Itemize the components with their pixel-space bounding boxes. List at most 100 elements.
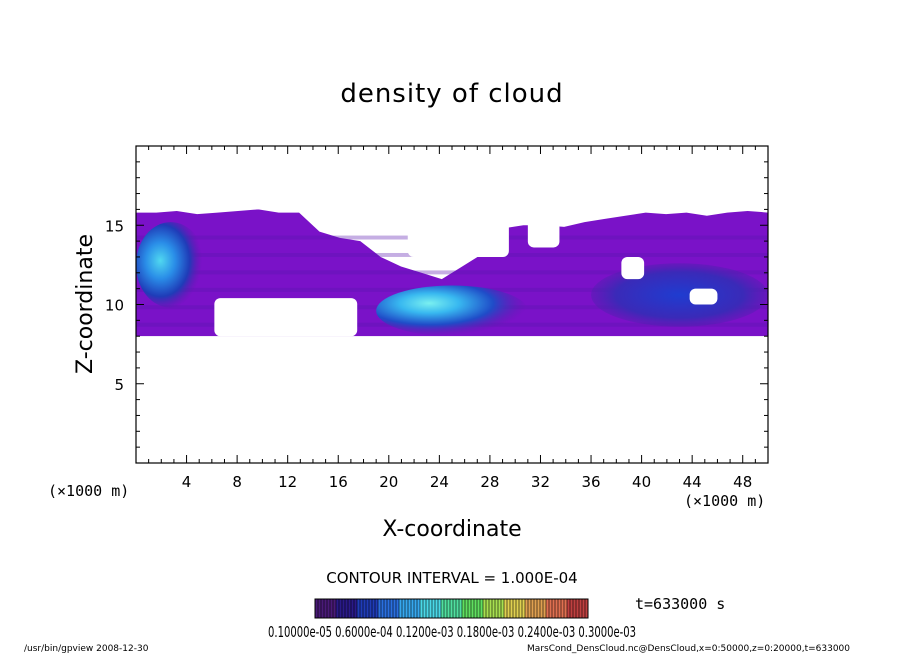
colorbar-swatch xyxy=(429,599,432,618)
colorbar-swatch xyxy=(579,599,582,618)
colorbar-swatch xyxy=(585,599,588,618)
colorbar-swatch xyxy=(447,599,450,618)
colorbar-swatch xyxy=(324,599,327,618)
cloud-free-region xyxy=(407,209,509,257)
chart-title: density of cloud xyxy=(340,79,563,109)
colorbar-swatch xyxy=(318,599,321,618)
colorbar-swatch xyxy=(345,599,348,618)
x-tick-label: 16 xyxy=(329,473,348,491)
colorbar-swatch xyxy=(528,599,531,618)
x-tick-label: 8 xyxy=(232,473,242,491)
colorbar-swatch xyxy=(471,599,474,618)
colorbar-swatch xyxy=(492,599,495,618)
cloud-core xyxy=(591,263,768,327)
x-tick-label: 44 xyxy=(683,473,702,491)
colorbar-swatch xyxy=(465,599,468,618)
colorbar-swatch xyxy=(576,599,579,618)
colorbar-swatch xyxy=(573,599,576,618)
x-tick-label: 24 xyxy=(430,473,449,491)
cloud-free-region xyxy=(621,256,645,280)
colorbar-swatch xyxy=(561,599,564,618)
colorbar-swatch xyxy=(450,599,453,618)
colorbar-swatch xyxy=(384,599,387,618)
contour-interval-label: CONTOUR INTERVAL = 1.000E-04 xyxy=(326,569,577,587)
colorbar-swatch xyxy=(327,599,330,618)
colorbar-swatch xyxy=(483,599,486,618)
footer-right: MarsCond_DensCloud.nc@DensCloud,x=0:5000… xyxy=(527,644,850,654)
cloud-field xyxy=(136,146,768,463)
colorbar xyxy=(314,599,588,618)
cloud-streak xyxy=(136,270,768,275)
x-tick-label: 48 xyxy=(733,473,752,491)
colorbar-swatch xyxy=(351,599,354,618)
colorbar-swatch xyxy=(399,599,402,618)
colorbar-swatch xyxy=(396,599,399,618)
colorbar-swatch xyxy=(393,599,396,618)
cloud-free-region xyxy=(689,288,718,305)
colorbar-swatch xyxy=(468,599,471,618)
colorbar-swatch xyxy=(462,599,465,618)
colorbar-swatch xyxy=(378,599,381,618)
y-tick-label: 15 xyxy=(105,217,124,235)
x-tick-label: 40 xyxy=(632,473,651,491)
colorbar-swatch xyxy=(495,599,498,618)
x-unit-label-right: (×1000 m) xyxy=(684,492,765,510)
plot-area xyxy=(136,146,768,463)
y-tick-label: 10 xyxy=(105,297,124,315)
colorbar-swatch xyxy=(315,599,318,618)
colorbar-swatch xyxy=(480,599,483,618)
colorbar-swatch xyxy=(342,599,345,618)
colorbar-swatch xyxy=(354,599,357,618)
colorbar-swatch xyxy=(435,599,438,618)
colorbar-swatch xyxy=(537,599,540,618)
colorbar-swatch xyxy=(543,599,546,618)
colorbar-swatch xyxy=(552,599,555,618)
colorbar-swatch xyxy=(519,599,522,618)
colorbar-swatch xyxy=(375,599,378,618)
colorbar-swatch xyxy=(366,599,369,618)
colorbar-swatch xyxy=(453,599,456,618)
x-tick-label: 20 xyxy=(379,473,398,491)
colorbar-swatch xyxy=(372,599,375,618)
cloud-free-region xyxy=(527,209,560,248)
colorbar-swatch xyxy=(438,599,441,618)
colorbar-swatch xyxy=(501,599,504,618)
colorbar-swatch xyxy=(444,599,447,618)
colorbar-swatch xyxy=(333,599,336,618)
colorbar-swatch xyxy=(516,599,519,618)
colorbar-swatch xyxy=(348,599,351,618)
x-tick-label: 12 xyxy=(278,473,297,491)
colorbar-swatch xyxy=(369,599,372,618)
colorbar-swatch xyxy=(420,599,423,618)
colorbar-swatch xyxy=(564,599,567,618)
colorbar-swatch xyxy=(474,599,477,618)
colorbar-swatch xyxy=(567,599,570,618)
colorbar-swatch xyxy=(357,599,360,618)
x-axis-label: X-coordinate xyxy=(382,517,521,542)
colorbar-swatch xyxy=(456,599,459,618)
y-tick-label: 5 xyxy=(114,376,124,394)
colorbar-swatch xyxy=(408,599,411,618)
colorbar-swatch xyxy=(390,599,393,618)
colorbar-swatch xyxy=(405,599,408,618)
colorbar-swatch xyxy=(525,599,528,618)
colorbar-swatch xyxy=(507,599,510,618)
colorbar-frame xyxy=(314,598,589,619)
cloud-core xyxy=(136,222,206,308)
colorbar-swatch xyxy=(402,599,405,618)
colorbar-swatch xyxy=(363,599,366,618)
time-label: t=633000 s xyxy=(635,595,725,613)
colorbar-swatch xyxy=(558,599,561,618)
x-tick-label: 36 xyxy=(581,473,600,491)
footer-left: /usr/bin/gpview 2008-12-30 xyxy=(24,644,149,654)
colorbar-swatch xyxy=(540,599,543,618)
clear-air xyxy=(136,336,768,463)
cloud-core xyxy=(376,285,528,337)
x-tick-label: 4 xyxy=(182,473,192,491)
x-tick-label: 32 xyxy=(531,473,550,491)
colorbar-tick-labels: 0.10000e-05 0.6000e-04 0.1200e-03 0.1800… xyxy=(268,623,636,641)
colorbar-swatch xyxy=(513,599,516,618)
colorbar-swatch xyxy=(426,599,429,618)
y-axis-label: Z-coordinate xyxy=(73,234,98,374)
colorbar-swatch xyxy=(504,599,507,618)
